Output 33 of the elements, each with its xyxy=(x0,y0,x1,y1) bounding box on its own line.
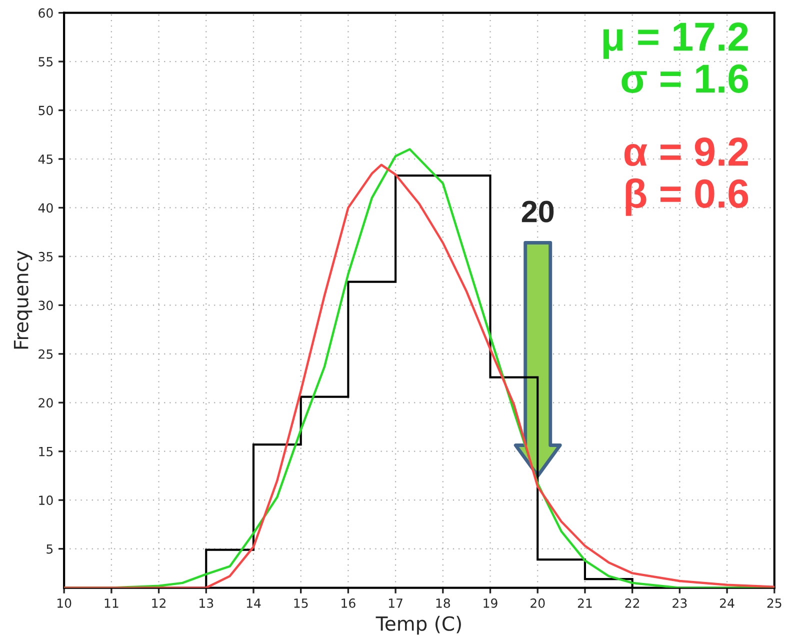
text: μ = 17.2 σ = 1.6 xyxy=(603,22,748,93)
x-tick-label: 23 xyxy=(672,598,687,608)
y-tick-label: 25 xyxy=(38,349,53,359)
x-tick-label: 10 xyxy=(57,598,72,608)
x-tick-label: 14 xyxy=(246,598,261,608)
x-tick-label: 15 xyxy=(294,598,308,608)
x-tick-label: 12 xyxy=(152,598,166,608)
text: α = 9.2 β = 0.6 xyxy=(624,138,748,216)
x-tick-label: 11 xyxy=(104,598,118,608)
y-tick-label: 60 xyxy=(38,8,53,18)
y-tick-label: 15 xyxy=(39,447,53,456)
y-tick-label: 45 xyxy=(38,154,53,164)
y-tick-label: 50 xyxy=(38,106,53,116)
y-tick-label: 10 xyxy=(39,496,53,506)
x-tick-label: 16 xyxy=(342,598,356,608)
x-tick-label: 24 xyxy=(720,598,734,608)
x-tick-label: 19 xyxy=(484,598,498,608)
x-tick-label: 13 xyxy=(200,598,214,608)
x-tick-label: 18 xyxy=(436,598,450,608)
y-tick-label: 20 xyxy=(38,398,53,408)
y-tick-label: 5 xyxy=(46,544,53,554)
x-tick-label: 22 xyxy=(625,598,640,608)
annotation: 20 xyxy=(522,200,554,222)
x-tick-label: 25 xyxy=(767,598,782,608)
x-axis-title: Temp (C) xyxy=(376,616,461,635)
x-tick-label: 20 xyxy=(530,598,545,608)
y-axis-title: Frequency xyxy=(14,250,32,349)
y-tick-label: 55 xyxy=(38,57,53,66)
y-tick-label: 30 xyxy=(38,300,53,310)
y-tick-label: 35 xyxy=(38,252,53,262)
y-tick-label: 40 xyxy=(38,203,53,213)
x-tick-label: 21 xyxy=(578,598,592,608)
x-tick-label: 17 xyxy=(388,598,402,608)
